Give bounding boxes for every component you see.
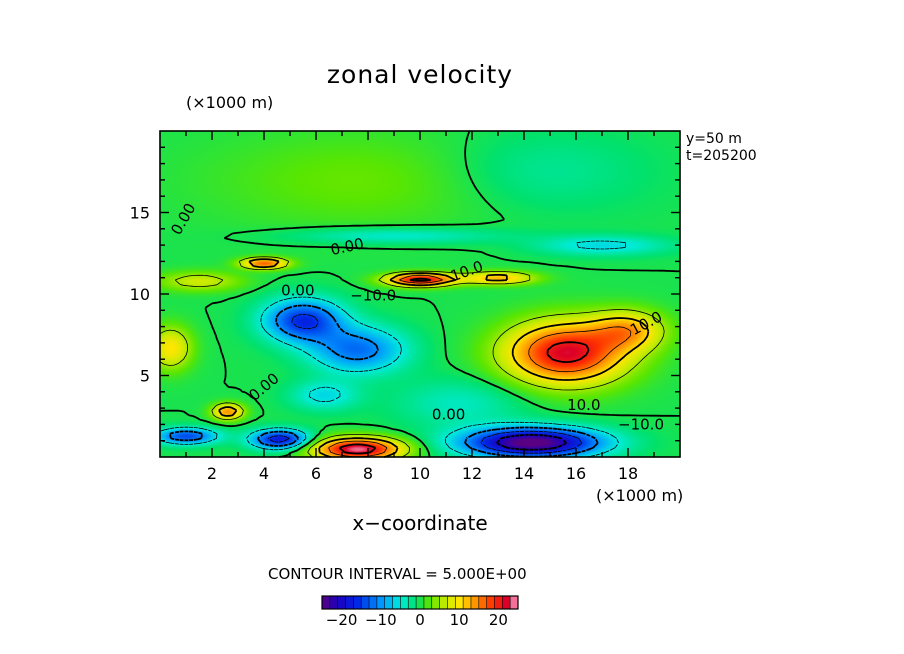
contour-line	[218, 258, 650, 458]
x-tick-label: 14	[514, 464, 534, 483]
contour-label: 0.00	[245, 369, 282, 404]
x-axis-unit: (×1000 m)	[596, 486, 684, 505]
contour-label: 10.0	[448, 257, 486, 285]
colorbar-tick-label: −10	[365, 611, 397, 629]
colorbar-swatch	[353, 596, 362, 609]
colorbar-swatch	[494, 596, 503, 609]
colorbar-swatch	[486, 596, 495, 609]
colorbar-swatch	[502, 596, 511, 609]
chart-title: zonal velocity	[326, 60, 514, 89]
contour-lines	[159, 130, 681, 458]
contour-interval: CONTOUR INTERVAL = 5.000E+00	[268, 565, 527, 583]
colorbar: −20 −10 0 10 20	[321, 595, 519, 629]
contour-label: 10.0	[627, 308, 665, 340]
colorbar-swatch	[329, 596, 339, 609]
colorbar-swatch	[322, 596, 331, 609]
colorbar-swatch	[510, 596, 519, 609]
x-tick-label: 16	[566, 464, 586, 483]
annotation-y-level: y=50 m	[686, 131, 742, 147]
x-tick-label: 2	[207, 464, 217, 483]
x-tick-label: 10	[410, 464, 430, 483]
colorbar-swatch	[423, 596, 433, 609]
x-axis-label: x−coordinate	[352, 511, 488, 535]
colorbar-swatch	[345, 596, 354, 609]
axis-ticks: 2 4 6 8 10 12 14 16 18 5 10 15	[130, 131, 680, 483]
contour-line	[338, 277, 590, 455]
colorbar-tick-label: 20	[489, 611, 508, 629]
colorbar-swatch	[337, 596, 347, 609]
contour-labels: 0.00 0.00 0.00 −10.0 10.0 10.0 0.00 10.0 0.00 −10…	[167, 200, 665, 433]
x-tick-label: 8	[363, 464, 373, 483]
y-tick-label: 5	[140, 367, 150, 386]
colorbar-border	[321, 595, 519, 610]
contour-label: 0.00	[432, 406, 465, 424]
x-tick-label: 6	[311, 464, 321, 483]
colorbar-swatch	[400, 596, 409, 609]
colorbar-swatch	[416, 596, 425, 609]
contour-label: 0.00	[329, 234, 365, 259]
contour-label: −10.0	[350, 287, 396, 305]
colorbar-swatch	[376, 596, 386, 609]
contour-line	[267, 314, 583, 454]
y-axis-unit: (×1000 m)	[186, 93, 274, 112]
colorbar-swatch	[455, 596, 464, 609]
contour-label: −10.0	[618, 415, 664, 433]
x-tick-label: 18	[618, 464, 638, 483]
contour-line	[496, 433, 567, 451]
contour-line	[159, 240, 627, 458]
colorbar-swatch	[431, 596, 441, 609]
x-tick-label: 12	[462, 464, 482, 483]
colorbar-tick-label: 0	[415, 611, 425, 629]
colorbar-swatch	[384, 596, 394, 609]
contour-line	[159, 256, 665, 458]
contour-line	[328, 274, 632, 457]
contour-label: 0.00	[167, 200, 199, 238]
colorbar-swatch	[369, 596, 378, 609]
x-tick-label: 4	[259, 464, 269, 483]
contour-label: 10.0	[567, 396, 600, 414]
colorbar-tick-label: 10	[450, 611, 469, 629]
plot-frame	[159, 130, 681, 458]
contour-label: 0.00	[281, 282, 314, 300]
contour-line	[159, 130, 681, 458]
contour-line	[168, 304, 599, 458]
colorbar-swatch	[361, 596, 370, 609]
colorbar-swatch	[463, 596, 472, 609]
colorbar-swatch	[447, 596, 456, 609]
annotation-time: t=205200	[686, 148, 757, 164]
colorbar-swatch	[470, 596, 480, 609]
colorbar-swatch	[408, 596, 417, 609]
y-tick-label: 15	[130, 204, 150, 223]
y-tick-label: 10	[130, 285, 150, 304]
colorbar-swatch	[478, 596, 488, 609]
colorbar-swatch	[392, 596, 401, 609]
colorbar-swatch	[439, 596, 448, 609]
colorbar-tick-label: −20	[326, 611, 358, 629]
